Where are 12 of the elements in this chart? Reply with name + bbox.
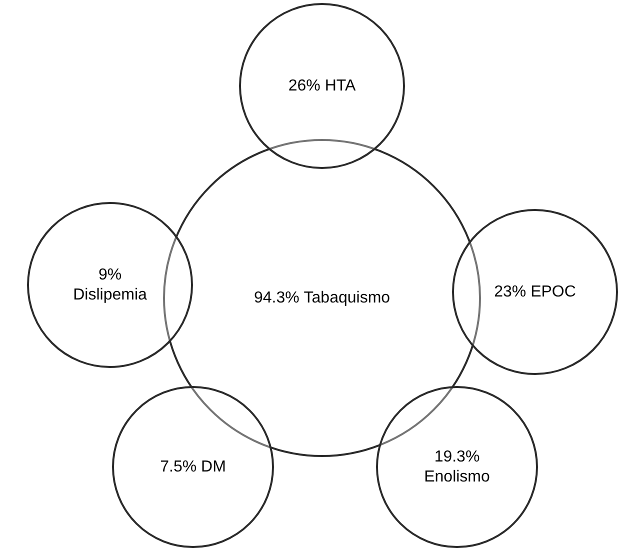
category-label: Enolismo xyxy=(424,468,490,486)
category-label: Dislipemia xyxy=(73,286,147,304)
category-label: DM xyxy=(201,458,226,476)
category-label: HTA xyxy=(324,77,356,94)
data-label: 94.3% xyxy=(254,289,300,306)
data-label: 7.5% xyxy=(160,458,197,476)
data-label: 26% xyxy=(288,77,320,94)
data-label: 23% xyxy=(494,283,526,300)
data-label: 19.3% xyxy=(434,448,480,466)
data-label: 9% xyxy=(98,266,122,284)
category-label: Tabaquismo xyxy=(304,289,390,306)
category-label: EPOC xyxy=(530,283,576,300)
